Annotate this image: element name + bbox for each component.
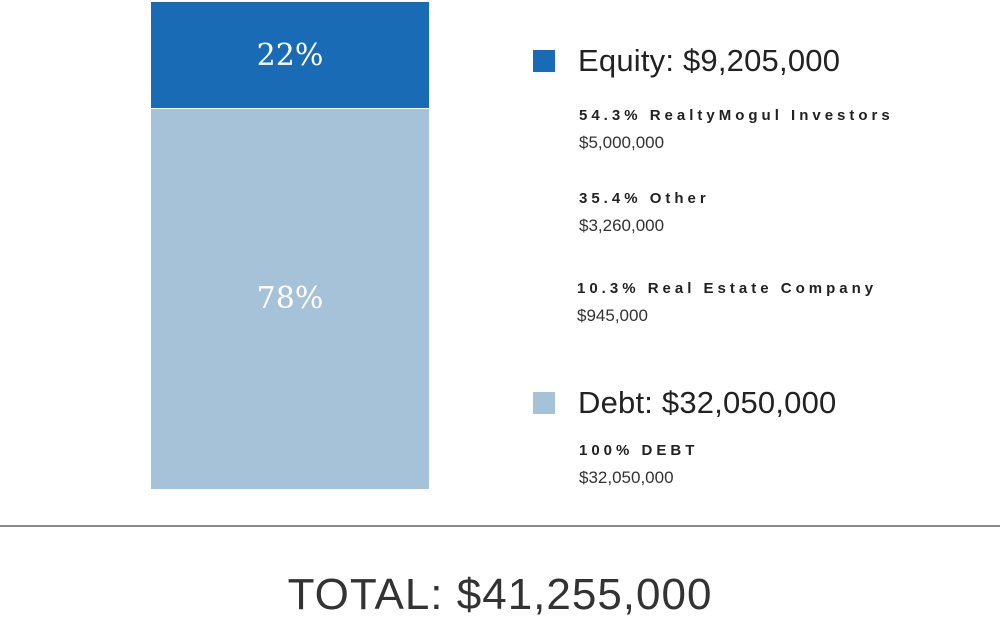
bar-label-equity: 22% <box>256 37 324 73</box>
debt-swatch <box>533 392 555 414</box>
debt-title: Debt: $32,050,000 <box>578 385 837 420</box>
equity-item-amount: $945,000 <box>577 306 648 325</box>
equity-item-other: 35.4% Other $3,260,000 <box>579 190 710 236</box>
equity-item-company: 10.3% Real Estate Company $945,000 <box>577 280 877 326</box>
legend-debt: Debt: $32,050,000 <box>533 385 837 421</box>
debt-item-label: 100% DEBT <box>579 442 699 459</box>
equity-item-label: 10.3% Real Estate Company <box>577 280 878 297</box>
equity-item-investors: 54.3% RealtyMogul Investors $5,000,000 <box>579 107 894 153</box>
equity-item-label: 35.4% Other <box>579 190 710 207</box>
bar-segment-equity <box>151 2 429 110</box>
equity-item-amount: $3,260,000 <box>579 216 665 235</box>
stacked-bar: 22% 78% <box>151 2 429 489</box>
equity-title: Equity: $9,205,000 <box>578 43 841 78</box>
divider-rule <box>0 525 1000 527</box>
equity-item-label: 54.3% RealtyMogul Investors <box>579 107 894 124</box>
equity-item-amount: $5,000,000 <box>579 133 665 152</box>
legend-equity: Equity: $9,205,000 <box>533 43 840 79</box>
equity-swatch <box>533 50 555 72</box>
bar-label-debt: 78% <box>256 281 324 317</box>
total-amount: TOTAL: $41,255,000 <box>287 570 713 619</box>
debt-item-amount: $32,050,000 <box>579 468 674 487</box>
bar-segment-debt <box>151 109 429 489</box>
debt-item: 100% DEBT $32,050,000 <box>579 442 698 488</box>
